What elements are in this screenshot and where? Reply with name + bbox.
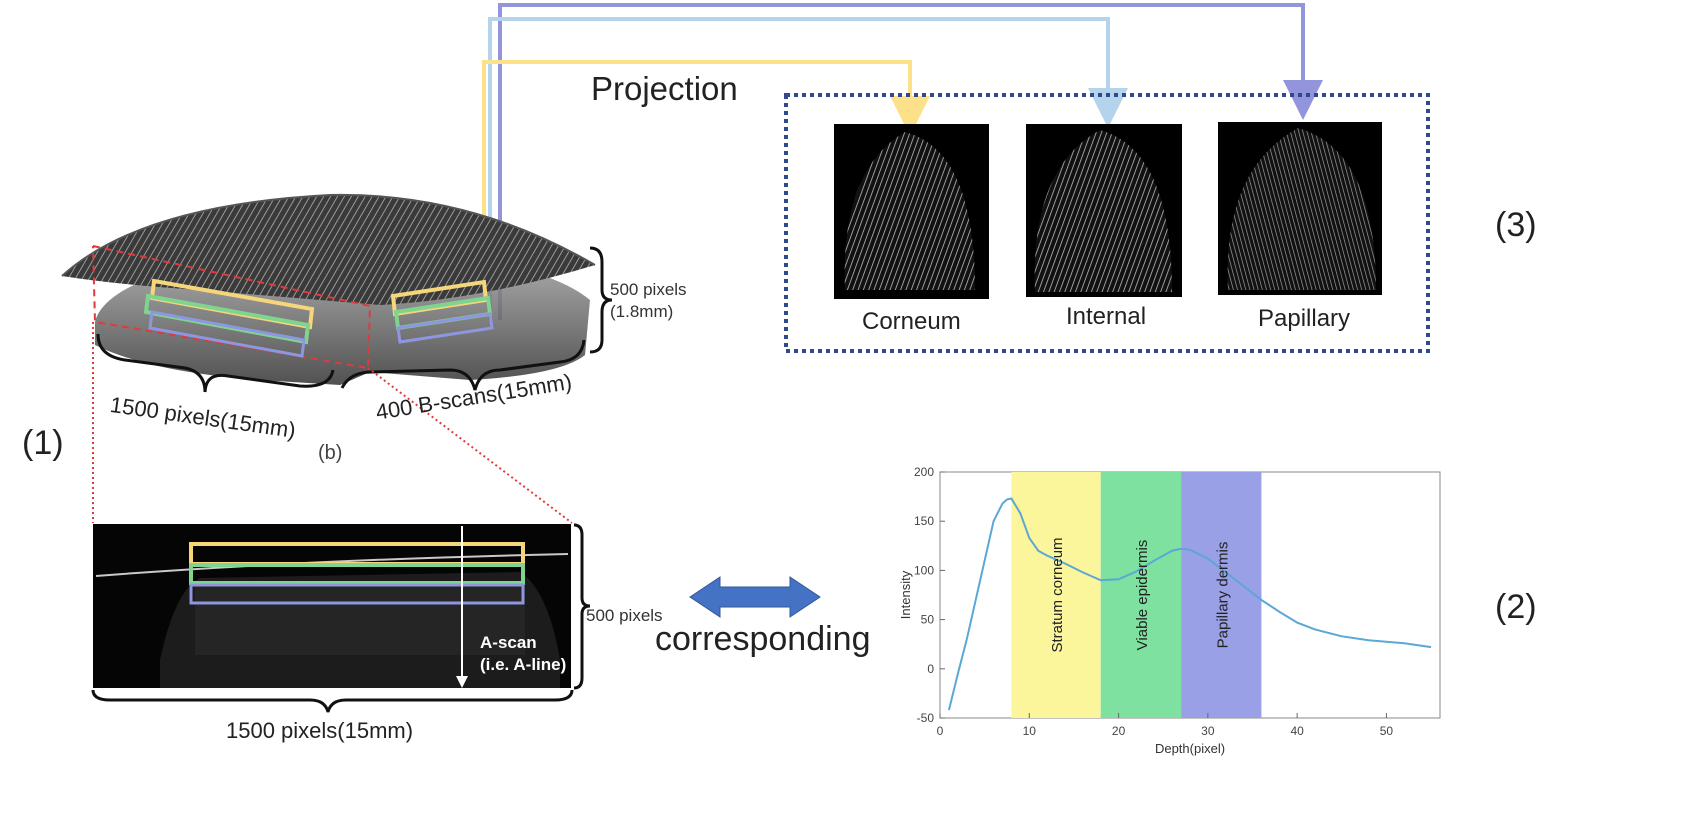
- chart-ylabel: Intensity: [898, 570, 913, 619]
- projection-title: Projection: [591, 70, 738, 107]
- brace-width-3d: [96, 333, 335, 393]
- projection-arrows: [482, 3, 1323, 320]
- fingerprint-corneum-image: [834, 124, 989, 299]
- fingerprint-label-internal: Internal: [1066, 303, 1147, 330]
- corresponding-label: corresponding: [655, 620, 871, 658]
- y-tick-label-4: 150: [914, 514, 934, 528]
- arrow-corneum: [482, 60, 930, 295]
- chart-xlabel: Depth(pixel): [1155, 741, 1225, 756]
- brace-depth-bscan: [573, 523, 591, 690]
- brace-width-bscan: [91, 689, 574, 713]
- chart-bands: [1011, 472, 1262, 718]
- fingerprint-label-papillary: Papillary: [1258, 305, 1351, 332]
- y-tick-label-5: 200: [914, 465, 934, 479]
- y-tick-label-3: 100: [914, 563, 934, 577]
- chart-series-line: [947, 497, 1432, 711]
- arrow-papillary: [498, 3, 1323, 320]
- brace-bscans-3d: [340, 339, 586, 391]
- y-tick-label-0: -50: [917, 711, 935, 725]
- bscan-box-internal: [189, 563, 525, 585]
- x-tick-label-1: 10: [1023, 724, 1037, 738]
- vol-box-papillary-left: [148, 310, 306, 358]
- projection-box: [784, 93, 1430, 353]
- ascan-label-line1: A-scan: [480, 633, 537, 652]
- x-tick-label-0: 0: [937, 724, 944, 738]
- corresponding-double-arrow: [689, 576, 821, 618]
- fingerprint-label-corneum: Corneum: [862, 308, 961, 335]
- chart-line-layer: [947, 497, 1432, 711]
- fingerprint-internal-image: [1026, 124, 1182, 297]
- chart-band-1: [1100, 472, 1182, 718]
- x-tick-label-2: 20: [1112, 724, 1126, 738]
- vol-box-internal-left: [143, 293, 311, 345]
- arrow-internal: [488, 17, 1128, 320]
- depth-bscan-label: 500 pixels: [586, 606, 663, 625]
- y-tick-label-1: 0: [927, 662, 934, 676]
- chart-band-label-0: Stratum corneum: [1049, 537, 1066, 652]
- x-tick-label-3: 30: [1201, 724, 1215, 738]
- depth-3d-label: 500 pixels: [610, 280, 687, 299]
- oct-volume-3d: [61, 193, 613, 393]
- x-tick-label-5: 50: [1380, 724, 1394, 738]
- bscan-image: [91, 523, 591, 713]
- fingerprint-papillary-image: [1218, 122, 1382, 295]
- brace-depth-3d: [589, 246, 613, 354]
- chart-band-0: [1011, 472, 1101, 718]
- ascan-label-line2: (i.e. A-line): [480, 655, 567, 674]
- bscan-box-papillary: [189, 583, 525, 605]
- chart-band-labels: Stratum corneum Viable epidermis Papillary…: [1049, 537, 1231, 652]
- chart-band-2: [1181, 472, 1262, 718]
- subfigure-label-b: (b): [318, 442, 343, 464]
- width-bscan-label: 1500 pixels(15mm): [226, 718, 414, 743]
- y-tick-label-2: 50: [921, 613, 935, 627]
- depth-3d-mm-label: (1.8mm): [610, 302, 674, 321]
- chart-band-label-2: Papillary dermis: [1214, 542, 1231, 649]
- panel-label-3: (3): [1495, 206, 1537, 244]
- panel-label-2: (2): [1495, 588, 1537, 626]
- chart-band-label-1: Viable epidermis: [1134, 540, 1151, 651]
- vol-box-papillary-right: [396, 312, 494, 344]
- panel-label-1: (1): [22, 424, 64, 462]
- x-tick-label-4: 40: [1290, 724, 1304, 738]
- vol-box-corneum-left: [149, 278, 315, 330]
